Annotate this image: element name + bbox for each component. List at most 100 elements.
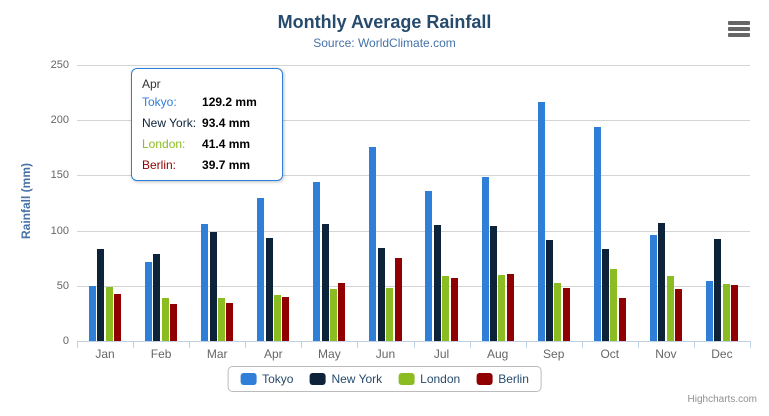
bar-berlin-jun[interactable] xyxy=(394,257,402,341)
bar-tokyo-jan[interactable] xyxy=(88,285,96,341)
x-axis-tick xyxy=(189,342,191,348)
hamburger-bar xyxy=(728,33,750,37)
legend-label: London xyxy=(420,372,461,386)
gridline xyxy=(77,65,750,66)
tooltip: Apr Tokyo: 129.2 mm New York: 93.4 mm London… xyxy=(131,68,283,181)
bar-new-york-apr[interactable] xyxy=(265,237,273,341)
x-axis-line xyxy=(77,341,751,342)
x-axis-label-nov: Nov xyxy=(655,347,677,361)
legend-item-berlin[interactable]: Berlin xyxy=(476,372,529,386)
bar-new-york-dec[interactable] xyxy=(714,239,722,341)
bar-london-may[interactable] xyxy=(330,289,338,341)
bar-berlin-jan[interactable] xyxy=(114,294,122,341)
gridline xyxy=(77,120,750,122)
x-axis-label-feb: Feb xyxy=(150,347,172,361)
x-axis-tick xyxy=(525,342,527,348)
bar-london-dec[interactable] xyxy=(722,284,730,341)
tooltip-series-label-london: London: xyxy=(142,137,186,151)
bar-london-jul[interactable] xyxy=(442,275,450,341)
gridline xyxy=(77,175,750,177)
bar-berlin-dec[interactable] xyxy=(731,284,739,341)
bar-tokyo-may[interactable] xyxy=(313,182,321,341)
x-axis-label-aug: Aug xyxy=(486,347,509,361)
bar-tokyo-jul[interactable] xyxy=(425,191,433,341)
bar-tokyo-oct[interactable] xyxy=(593,126,601,341)
bar-tokyo-aug[interactable] xyxy=(481,177,489,341)
gridline xyxy=(77,230,750,232)
bar-berlin-aug[interactable] xyxy=(506,274,514,341)
tooltip-series-label-berlin: Berlin: xyxy=(142,158,177,172)
bar-london-mar[interactable] xyxy=(217,297,225,341)
hamburger-bar xyxy=(728,27,750,31)
bar-london-feb[interactable] xyxy=(161,298,169,341)
tooltip-series-value-berlin: 39.7 mm xyxy=(202,158,251,172)
y-axis-label-200: 200 xyxy=(50,114,69,127)
legend-label: Tokyo xyxy=(262,372,294,386)
tooltip-series-value-tokyo: 129.2 mm xyxy=(202,95,257,109)
bar-new-york-jun[interactable] xyxy=(377,247,385,341)
highcharts-credits-link[interactable]: Highcharts.com xyxy=(687,394,757,405)
bar-tokyo-apr[interactable] xyxy=(257,198,265,341)
bar-london-apr[interactable] xyxy=(273,295,281,341)
bar-london-jan[interactable] xyxy=(105,287,113,341)
tooltip-series-value-london: 41.4 mm xyxy=(202,137,251,151)
x-axis-label-jun: Jun xyxy=(375,347,396,361)
bar-tokyo-dec[interactable] xyxy=(705,280,713,341)
x-axis-tick xyxy=(77,342,78,348)
legend-item-new-york[interactable]: New York xyxy=(309,372,382,386)
legend-symbol-berlin xyxy=(476,373,493,385)
bar-london-oct[interactable] xyxy=(610,269,618,341)
x-axis-tick xyxy=(637,342,639,348)
bar-berlin-nov[interactable] xyxy=(674,289,682,341)
legend-symbol-london xyxy=(398,373,415,385)
legend-item-london[interactable]: London xyxy=(398,372,460,386)
x-axis-label-apr: Apr xyxy=(263,347,283,361)
x-axis-tick xyxy=(693,342,695,348)
x-axis-tick xyxy=(750,342,751,348)
bar-london-aug[interactable] xyxy=(498,275,506,341)
x-axis-label-oct: Oct xyxy=(600,347,620,361)
bar-berlin-mar[interactable] xyxy=(226,302,234,341)
y-axis-title: Rainfall (mm) xyxy=(19,163,33,240)
bar-berlin-may[interactable] xyxy=(338,282,346,341)
hamburger-bar xyxy=(728,21,750,25)
chart-subtitle: Source: WorldClimate.com xyxy=(313,36,456,50)
bar-london-jun[interactable] xyxy=(386,287,394,341)
bar-tokyo-sep[interactable] xyxy=(537,102,545,341)
bar-berlin-jul[interactable] xyxy=(450,277,458,341)
x-axis-tick xyxy=(413,342,415,348)
legend-label: New York xyxy=(331,372,383,386)
bar-berlin-sep[interactable] xyxy=(562,288,570,341)
bar-london-nov[interactable] xyxy=(666,275,674,341)
bar-london-sep[interactable] xyxy=(554,283,562,341)
bar-new-york-feb[interactable] xyxy=(153,254,161,341)
bar-tokyo-jun[interactable] xyxy=(369,146,377,341)
bar-new-york-oct[interactable] xyxy=(602,248,610,341)
bar-new-york-sep[interactable] xyxy=(546,240,553,341)
y-axis-label-100: 100 xyxy=(50,224,69,237)
y-axis-label-150: 150 xyxy=(50,169,69,182)
tooltip-series-label-tokyo: Tokyo: xyxy=(142,95,177,109)
bar-new-york-may[interactable] xyxy=(321,223,329,341)
y-axis-label-0: 0 xyxy=(62,335,69,347)
bar-tokyo-nov[interactable] xyxy=(649,235,657,341)
bar-tokyo-feb[interactable] xyxy=(145,262,152,341)
bar-berlin-oct[interactable] xyxy=(618,297,626,341)
bar-berlin-feb[interactable] xyxy=(170,304,178,341)
x-axis-label-jul: Jul xyxy=(433,347,450,361)
x-axis-tick xyxy=(245,342,247,348)
legend-item-tokyo[interactable]: Tokyo xyxy=(240,372,293,386)
tooltip-series-value-new-york: 93.4 mm xyxy=(202,116,251,130)
bar-new-york-jul[interactable] xyxy=(433,225,441,341)
x-axis-tick xyxy=(357,342,359,348)
bar-new-york-mar[interactable] xyxy=(209,232,217,341)
hamburger-menu-icon[interactable] xyxy=(728,21,750,37)
bar-berlin-apr[interactable] xyxy=(282,297,290,341)
bar-tokyo-mar[interactable] xyxy=(201,223,209,341)
bar-new-york-aug[interactable] xyxy=(489,225,497,341)
y-axis-label-50: 50 xyxy=(56,279,69,292)
x-axis-tick xyxy=(133,342,135,348)
x-axis-label-sep: Sep xyxy=(543,347,565,361)
bar-new-york-jan[interactable] xyxy=(97,248,105,341)
bar-new-york-nov[interactable] xyxy=(658,223,666,341)
